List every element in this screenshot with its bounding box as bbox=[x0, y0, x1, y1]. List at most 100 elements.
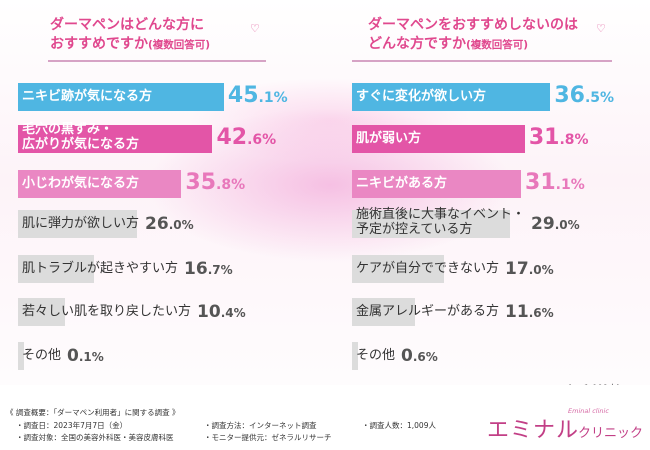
bar-label: 肌に弾力が欲しい方 bbox=[22, 216, 139, 231]
bar-value-int: 16 bbox=[184, 259, 208, 279]
title-underline bbox=[48, 60, 266, 62]
bar-value-int: 0 bbox=[67, 346, 79, 366]
logo-main: エミナル bbox=[487, 418, 580, 443]
bar-value: 45.1% bbox=[228, 83, 288, 108]
survey-count: ・調査人数：1,009人 bbox=[362, 421, 436, 430]
bar bbox=[18, 83, 224, 111]
bar-label: 毛穴の黒ずみ・ 広がりが気になる方 bbox=[22, 122, 139, 152]
bar-label-line: ケアが自分でできない方 bbox=[356, 261, 500, 276]
bar-value-int: 36 bbox=[554, 83, 585, 108]
bar bbox=[18, 342, 24, 370]
bar bbox=[18, 170, 182, 198]
bar-value: 0.1% bbox=[67, 346, 104, 366]
bar bbox=[352, 83, 551, 111]
bar-label: その他 bbox=[22, 348, 61, 363]
bar-label-line: 広がりが気になる方 bbox=[22, 137, 140, 152]
logo-sub: クリニック bbox=[578, 426, 644, 441]
bar-value-int: 35 bbox=[185, 170, 217, 195]
bar-value-int: 11 bbox=[505, 302, 529, 322]
bar-value-int: 42 bbox=[216, 125, 248, 150]
bar-label-line: 施術直後に大事なイベント・ bbox=[356, 207, 526, 222]
survey-provider: ・モニター提供元：ゼネラルリサーチ bbox=[204, 433, 332, 442]
chart-title-line2: おすすめですか(複数回答可) bbox=[50, 36, 210, 54]
heart-icon: ♡ bbox=[596, 22, 606, 35]
bar-label-line: その他 bbox=[22, 348, 62, 363]
bar-value-int: 26 bbox=[145, 214, 169, 234]
bar bbox=[352, 342, 358, 370]
bar-label-line: 金属アレルギーがある方 bbox=[356, 304, 500, 319]
bar-value: 0.6% bbox=[401, 346, 438, 366]
bar-value-frac: .0% bbox=[168, 218, 194, 232]
heart-icon: ♡ bbox=[250, 22, 260, 35]
chart-title-line1: ダーマペンをおすすめしないのは bbox=[368, 17, 578, 33]
bar-label-line: 肌に弾力が欲しい方 bbox=[22, 216, 140, 231]
bar-label: その他 bbox=[356, 348, 395, 363]
bar bbox=[352, 298, 416, 326]
bar-value-frac: .0% bbox=[554, 218, 580, 232]
bar-value: 11.6% bbox=[505, 302, 554, 322]
bar-label: 肌が弱い方 bbox=[356, 131, 421, 146]
bar-value-frac: .7% bbox=[207, 263, 233, 277]
bar-value-int: 29 bbox=[531, 214, 555, 234]
bar-label: 肌トラブルが起きやすい方 bbox=[22, 261, 178, 276]
bar-label-line: 肌トラブルが起きやすい方 bbox=[22, 261, 179, 276]
bar-value: 26.0% bbox=[145, 214, 194, 234]
bar-label-line: その他 bbox=[356, 348, 396, 363]
bar-value-frac: .6% bbox=[528, 306, 554, 320]
bar-label-line: 若々しい肌を取り戻したい方 bbox=[22, 304, 192, 319]
bar-value: 35.8% bbox=[185, 170, 245, 195]
bar bbox=[18, 125, 213, 153]
chart-title-note: (複数回答可) bbox=[466, 39, 529, 51]
bar-value: 16.7% bbox=[184, 259, 233, 279]
bar-value-frac: .1% bbox=[555, 177, 585, 193]
bar-value-frac: .4% bbox=[220, 306, 246, 320]
bar-label-line: 予定が控えている方 bbox=[356, 222, 473, 237]
bar-value-frac: .6% bbox=[247, 132, 277, 148]
bar-label-line: ニキビ跡が気になる方 bbox=[22, 89, 153, 104]
chart-title-main: おすすめですか bbox=[50, 36, 148, 52]
chart-title-line1: ダーマペンはどんな方に bbox=[50, 17, 204, 33]
survey-method: ・調査方法：インターネット調査 bbox=[204, 421, 317, 430]
bar-value: 10.4% bbox=[197, 302, 246, 322]
bar-value: 31.8% bbox=[529, 125, 589, 150]
title-underline bbox=[352, 60, 612, 62]
bar bbox=[352, 170, 522, 198]
bar-value-int: 0 bbox=[401, 346, 413, 366]
bar-value-frac: .5% bbox=[584, 90, 615, 106]
bar-label-line: 小じわが気になる方 bbox=[22, 176, 140, 191]
bar-value: 42.6% bbox=[216, 125, 276, 150]
bar bbox=[352, 255, 445, 283]
bar-value-int: 31 bbox=[525, 170, 556, 195]
bar-value-int: 10 bbox=[197, 302, 221, 322]
bar bbox=[352, 210, 510, 238]
bar-value-frac: .1% bbox=[78, 350, 104, 364]
survey-target: ・調査対象：全国の美容外科医・美容皮膚科医 bbox=[16, 433, 174, 442]
bar bbox=[18, 298, 66, 326]
bar-label-line: すぐに変化が欲しい方 bbox=[356, 89, 487, 104]
bar-value-frac: .0% bbox=[528, 263, 554, 277]
logo-tagline: Eminal clinic bbox=[568, 407, 609, 415]
bar-value: 36.5% bbox=[554, 83, 614, 108]
bar bbox=[18, 255, 95, 283]
bar bbox=[18, 210, 137, 238]
bar-label: ニキビ跡が気になる方 bbox=[22, 89, 152, 104]
footer: 《 調査概要：「ダーマペン利用者」に関する調査 》 ・調査日：2023年7月7日… bbox=[0, 385, 650, 450]
bar-value: 17.0% bbox=[505, 259, 554, 279]
bar-label: ケアが自分でできない方 bbox=[356, 261, 499, 276]
bar-label-line: 毛穴の黒ずみ・ bbox=[22, 122, 114, 137]
bar-value: 31.1% bbox=[525, 170, 585, 195]
chart-title-main: どんな方ですか bbox=[368, 36, 466, 52]
bar-value-frac: .8% bbox=[559, 132, 589, 148]
chart-title-note: (複数回答可) bbox=[148, 39, 211, 51]
bar-label: 施術直後に大事なイベント・ 予定が控えている方 bbox=[356, 207, 525, 237]
bar-value-int: 31 bbox=[528, 125, 560, 150]
bar-label: 小じわが気になる方 bbox=[22, 176, 139, 191]
bar-value-int: 17 bbox=[505, 259, 529, 279]
bar-value-frac: .1% bbox=[258, 90, 288, 106]
bar-value: 29.0% bbox=[531, 214, 580, 234]
bar-label-line: 肌が弱い方 bbox=[356, 131, 422, 146]
bar bbox=[352, 125, 525, 153]
survey-date: ・調査日：2023年7月7日（金） bbox=[16, 421, 128, 430]
survey-overview: 《 調査概要：「ダーマペン利用者」に関する調査 》 bbox=[6, 408, 180, 417]
bar-value-frac: .8% bbox=[216, 177, 246, 193]
